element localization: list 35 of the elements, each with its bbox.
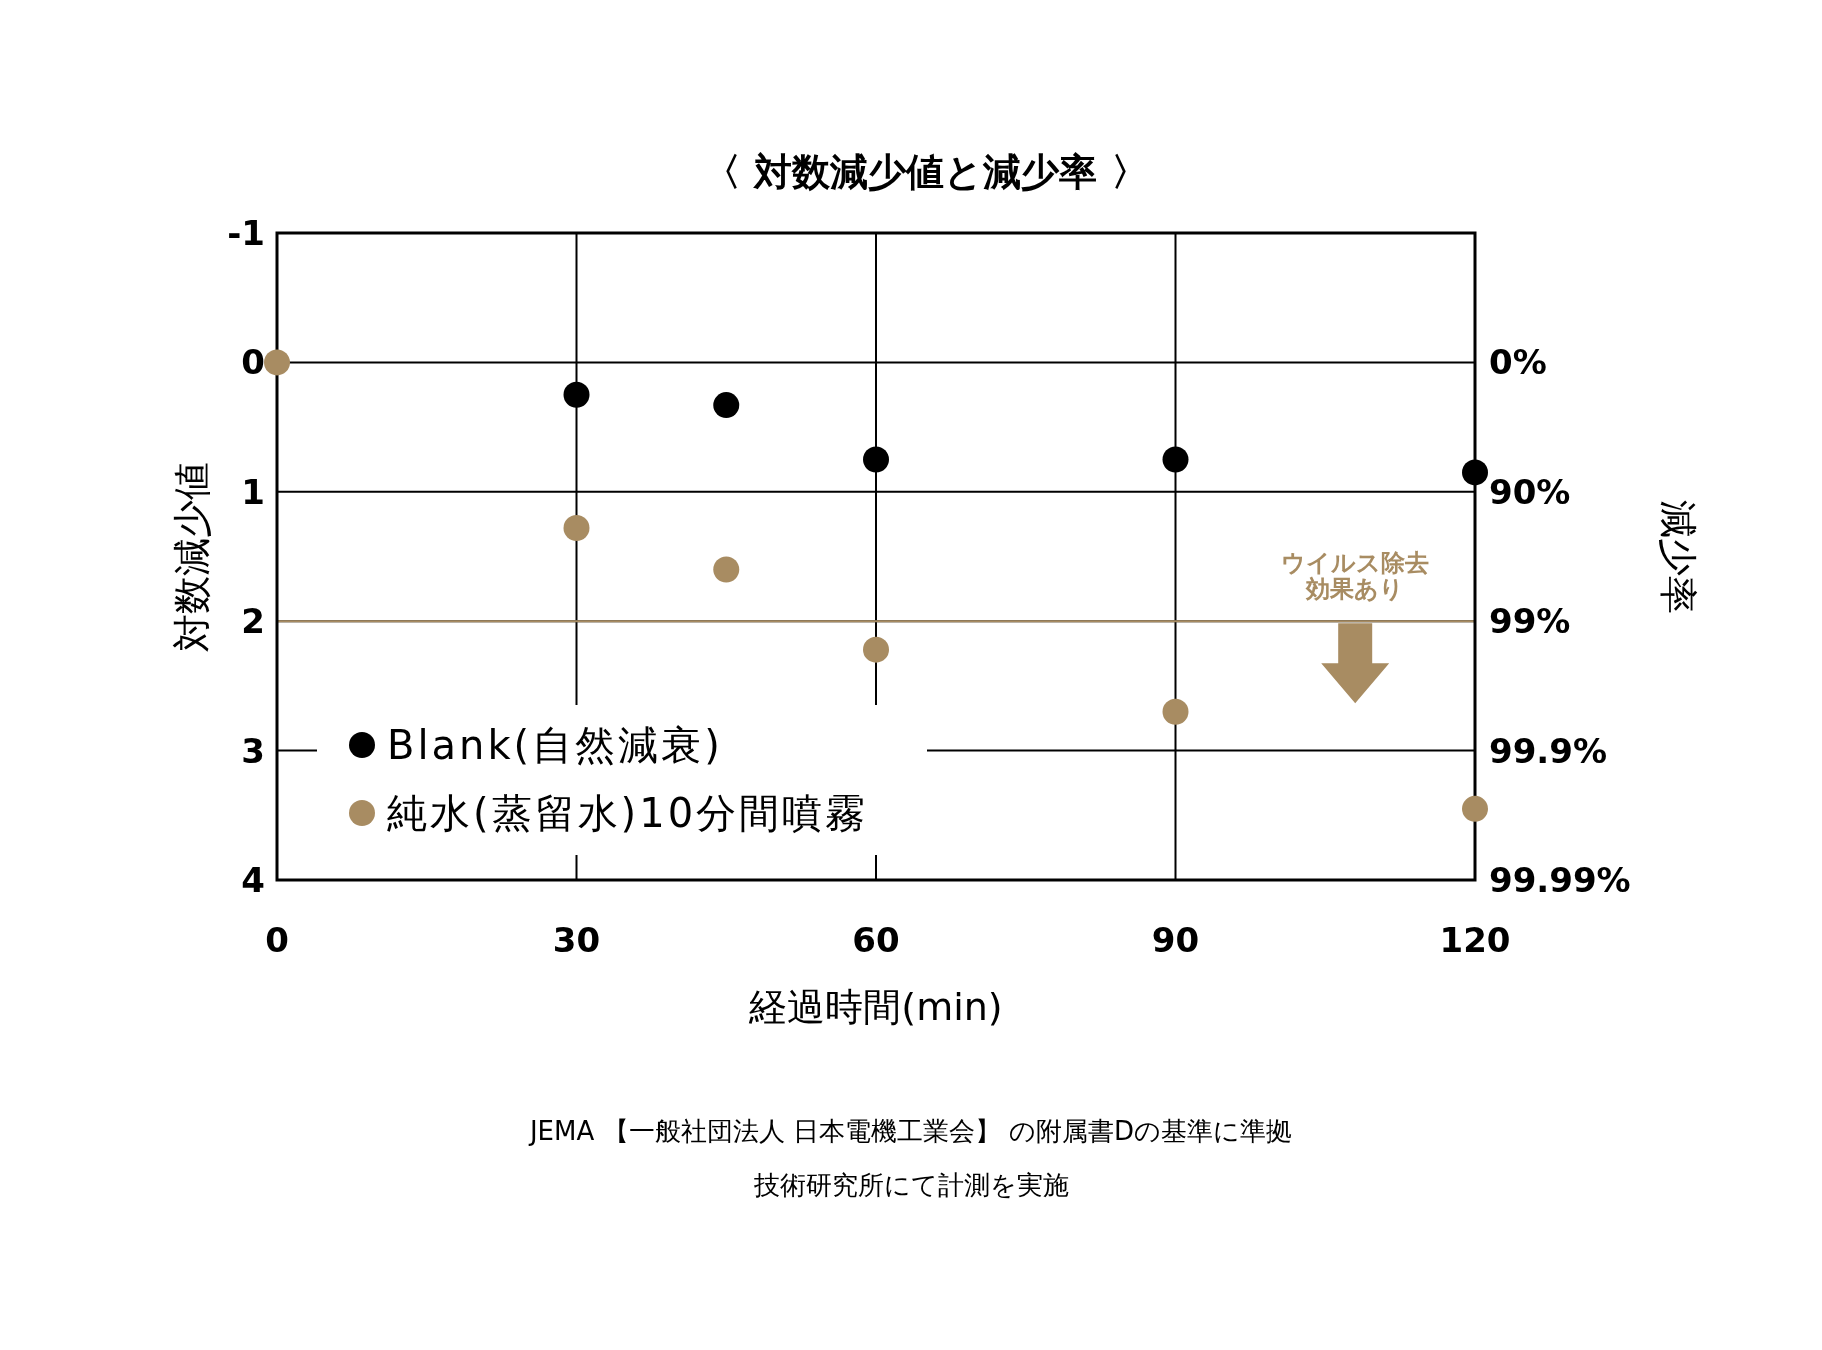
text: 技術研究所にて計測を実施 <box>752 1170 1069 1200</box>
text: 99% <box>1489 601 1571 642</box>
annotation: ウイルス除去効果あり <box>1281 549 1430 604</box>
x-tick-label: 90 <box>1151 920 1200 960</box>
y-axis-title: 対数減少値 <box>170 461 214 652</box>
chart-title: 〈 対数減少値と減少率 〉 <box>703 150 1149 194</box>
y-tick-label: 4 <box>241 860 265 900</box>
text: 99.99% <box>1489 860 1631 900</box>
x-tick-label: 30 <box>552 920 601 960</box>
y-tick-label: 2 <box>241 601 265 642</box>
point <box>713 392 740 419</box>
point <box>264 349 290 376</box>
x-tick-label: 60 <box>852 920 900 960</box>
y2-axis-title: 減少率 <box>1656 499 1700 614</box>
y-tick-label: 1 <box>241 471 265 512</box>
x-tick-label: 120 <box>1439 920 1511 960</box>
text: 99.9% <box>1489 730 1607 771</box>
x-axis-title: 経過時間(min) <box>748 985 1003 1029</box>
point <box>1462 795 1488 822</box>
y-tick-label: 0 <box>241 342 265 383</box>
point <box>863 446 889 473</box>
point <box>713 556 740 583</box>
text: 90% <box>1489 471 1571 512</box>
point <box>1162 698 1189 725</box>
y-tick-label: -1 <box>227 213 265 253</box>
legend-label: 純水(蒸留水)10分間噴霧 <box>387 790 869 836</box>
point <box>1162 446 1189 473</box>
point <box>863 636 889 663</box>
text: 0% <box>1489 342 1547 383</box>
text: JEMA 【一般社団法人 日本電機工業会】 の附属書Dの基準に準拠 <box>527 1116 1293 1146</box>
y-tick-label: 3 <box>241 730 265 771</box>
point <box>1462 459 1488 486</box>
legend-label: Blank(自然減衰) <box>387 722 723 768</box>
point <box>563 515 590 542</box>
point <box>563 381 590 408</box>
